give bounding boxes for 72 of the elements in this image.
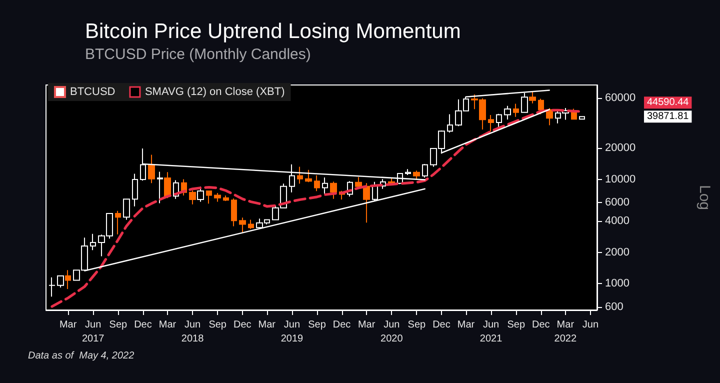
chart-title: Bitcoin Price Uptrend Losing Momentum [85, 20, 461, 43]
y-tick-label: 1000 [605, 278, 630, 290]
candlestick [239, 217, 246, 233]
y-tick-label: 60000 [605, 92, 636, 104]
y-tick-label: 4000 [605, 214, 630, 227]
candlestick [413, 170, 420, 180]
x-tick-label: Mar [457, 320, 476, 330]
candlestick [57, 274, 64, 288]
candlestick [189, 190, 196, 205]
candlestick [132, 173, 138, 207]
candlestick [231, 198, 237, 227]
candlestick [504, 105, 511, 120]
x-tick-label: Dec [532, 320, 550, 330]
x-tick-label: Mar [258, 320, 276, 330]
text: Data as of May 4, 2022 [28, 350, 135, 362]
candlestick [538, 98, 544, 115]
candlestick [148, 154, 155, 184]
x-tick-label: Mar [59, 320, 78, 330]
x-tick-label: Jun 2020 [380, 320, 404, 344]
x-tick-label: Dec [233, 320, 252, 330]
candlestick [330, 181, 337, 200]
candlestick [65, 270, 71, 290]
candlestick [164, 172, 171, 199]
y-tick-label: 6000 [605, 196, 630, 208]
candlestick [363, 182, 370, 224]
y-tick-label: 2000 [605, 246, 630, 258]
candlestick [447, 114, 453, 133]
candlestick [513, 103, 519, 118]
candlestick [206, 190, 212, 204]
x-tick-label: Jun 2019 [280, 320, 304, 344]
candlestick [355, 176, 362, 188]
x-tick-label: Jun 2021 [480, 320, 503, 344]
text: 39871.81 [647, 111, 690, 122]
legend-label: BTCUSD [70, 86, 116, 98]
x-tick-label: Jun [582, 320, 599, 330]
candlestick [579, 116, 585, 120]
y-tick-label: 600 [605, 300, 624, 313]
candlestick [297, 166, 303, 184]
candlestick [488, 114, 494, 132]
x-tick-label: Mar [358, 320, 376, 330]
candlestick [214, 192, 221, 202]
x-tick-label: Dec [332, 320, 351, 330]
candlestick [305, 169, 312, 183]
candlestick [115, 210, 121, 235]
y-axis-title: Log [696, 184, 713, 210]
x-tick-label: Sep [308, 320, 326, 330]
x-tick-label: Sep [507, 320, 526, 330]
candlestick [314, 174, 320, 192]
candlestick [322, 177, 328, 194]
y-tick-label: 20000 [605, 142, 636, 154]
x-tick-label: Dec [134, 320, 152, 330]
candlestick [157, 171, 163, 204]
x-tick-label: Jun 2018 [181, 320, 204, 344]
candlestick [90, 233, 96, 251]
candlestick [248, 219, 254, 230]
x-tick-label: Sep [208, 320, 227, 330]
chart-subtitle: BTCUSD Price (Monthly Candles) [85, 46, 311, 63]
x-tick-label: Mar 2022 [554, 320, 577, 344]
candlestick [123, 198, 130, 220]
x-tick-label: Jun 2017 [82, 320, 105, 344]
candlestick [223, 194, 229, 202]
x-tick-label: Mar [158, 320, 177, 330]
candlestick [529, 91, 536, 104]
candlestick [405, 168, 411, 176]
x-tick-label: Sep [109, 320, 128, 330]
candlestick [49, 276, 55, 298]
y-tick-label: 10000 [605, 173, 636, 186]
legend-label: SMAVG (12) on Close (XBT) [144, 86, 285, 98]
text: 44590.44 [647, 97, 690, 108]
x-tick-label: Sep [408, 320, 426, 330]
candlestick [197, 186, 204, 202]
x-tick-label: Dec [432, 320, 450, 330]
